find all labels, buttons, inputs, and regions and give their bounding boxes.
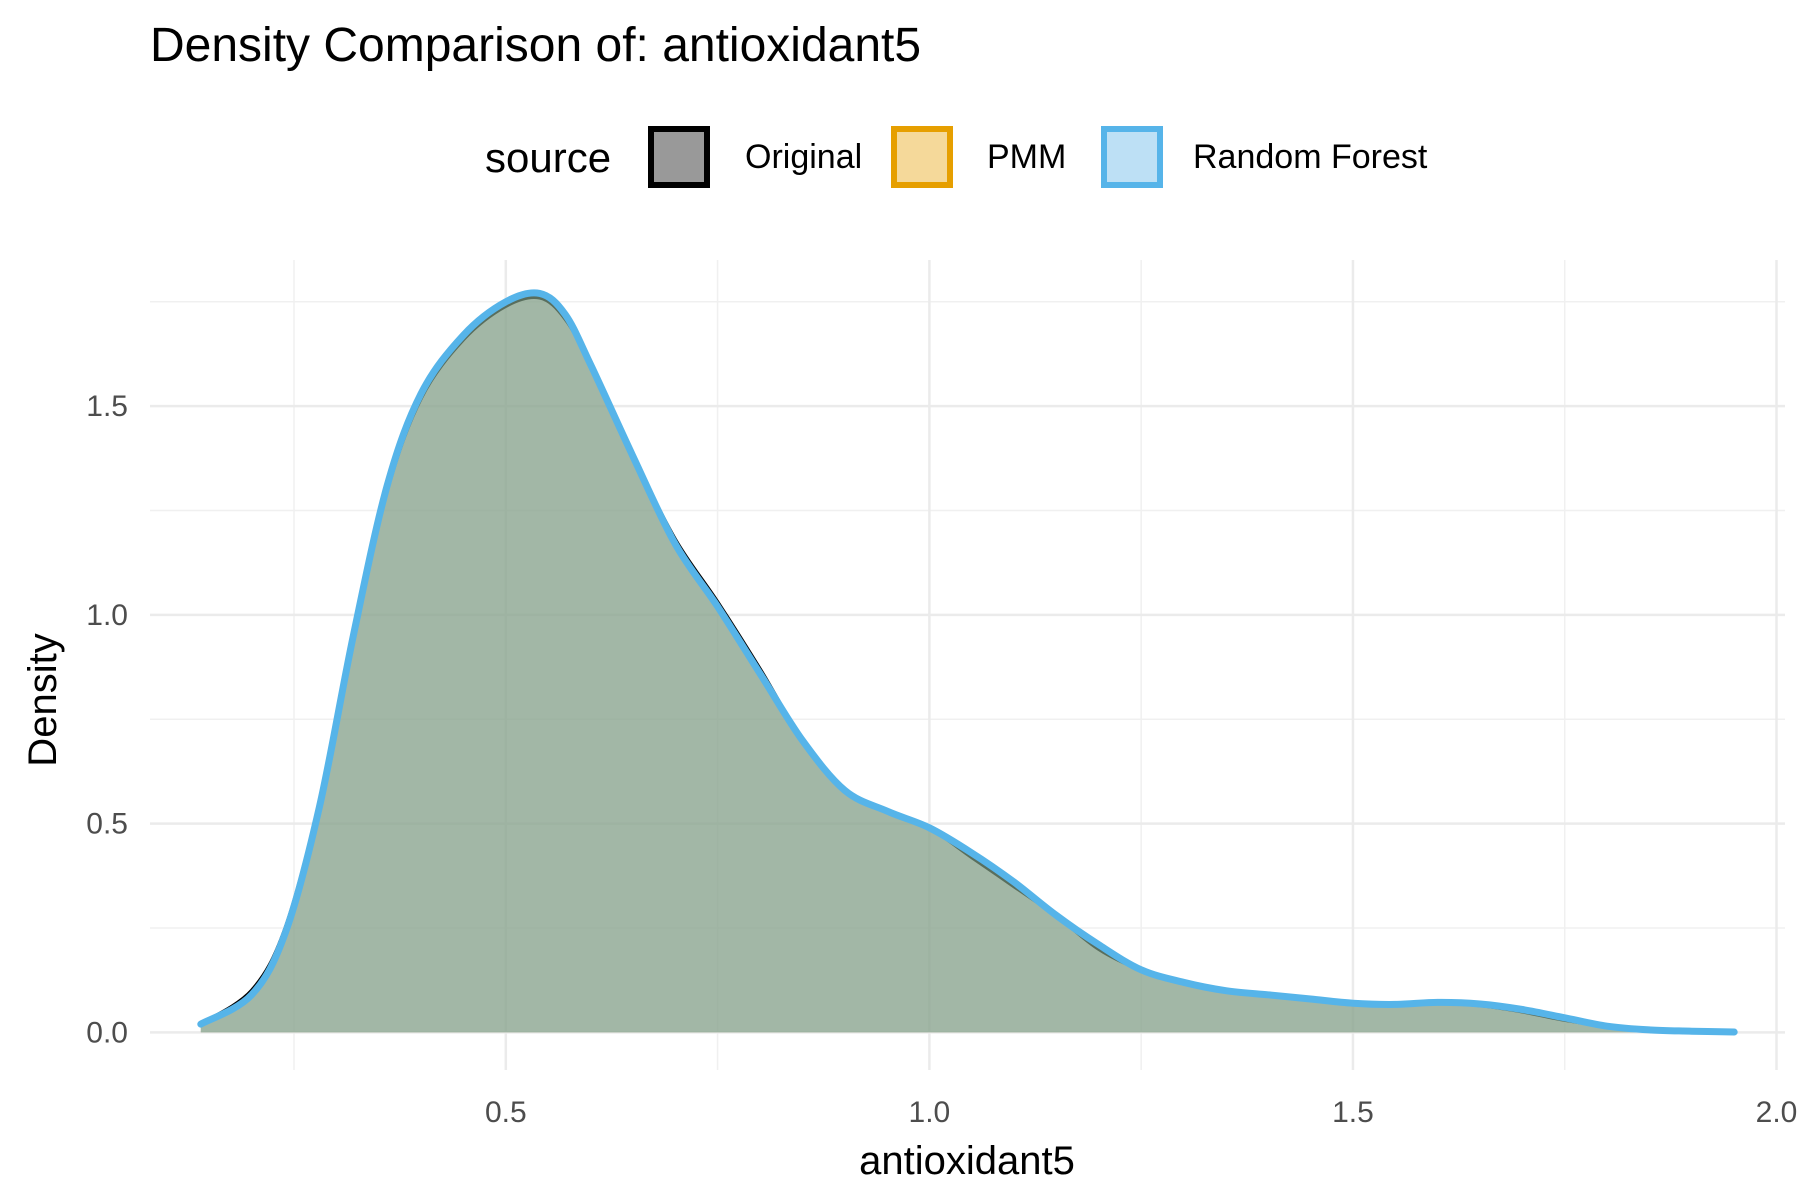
density-area-original — [200, 296, 1735, 1033]
chart-title: Density Comparison of: antioxidant5 — [150, 19, 922, 72]
legend-key-random-forest — [1101, 126, 1163, 188]
legend-title: source — [485, 134, 612, 181]
y-tick-label: 0.0 — [86, 1016, 128, 1049]
x-tick-label: 2.0 — [1756, 1096, 1798, 1129]
legend-label-original: Original — [745, 138, 863, 176]
y-tick-label: 1.0 — [86, 599, 128, 632]
legend-key-original — [648, 126, 710, 188]
legend-label-pmm: PMM — [987, 138, 1067, 176]
legend: source Original PMM Random Forest — [0, 118, 1800, 198]
x-tick-label: 1.0 — [909, 1096, 951, 1129]
density-line-random-forest — [197, 289, 1738, 1036]
x-tick-label: 0.5 — [485, 1096, 527, 1129]
x-axis-title: antioxidant5 — [859, 1139, 1075, 1183]
x-tick-label: 1.5 — [1332, 1096, 1374, 1129]
y-tick-label: 0.5 — [86, 808, 128, 841]
legend-label-random-forest: Random Forest — [1193, 138, 1428, 176]
y-axis-title: Density — [21, 633, 65, 766]
legend-key-pmm — [891, 126, 953, 188]
y-tick-label: 1.5 — [86, 390, 128, 423]
density-area-pmm — [200, 292, 1735, 1033]
density-area-random-forest — [200, 292, 1735, 1033]
